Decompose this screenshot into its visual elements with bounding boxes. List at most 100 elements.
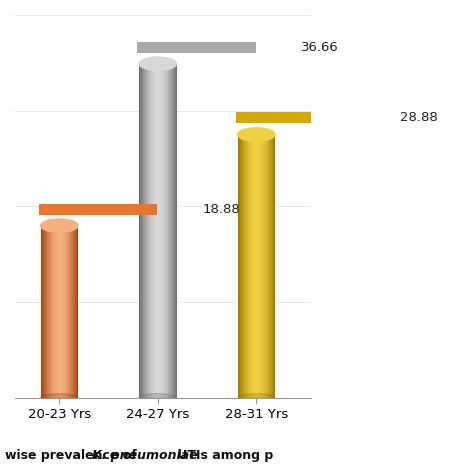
Bar: [49, 226, 50, 398]
Bar: [69, 226, 70, 398]
Bar: [146, 64, 147, 398]
Bar: [246, 135, 247, 398]
Bar: [243, 135, 244, 398]
Bar: [163, 64, 164, 398]
Bar: [168, 64, 169, 398]
Bar: [65, 226, 66, 398]
Bar: [157, 64, 158, 398]
Bar: [150, 64, 151, 398]
Bar: [146, 64, 147, 398]
Bar: [47, 226, 48, 398]
Bar: [150, 64, 151, 398]
Bar: [162, 64, 163, 398]
Bar: [166, 64, 167, 398]
Bar: [57, 226, 58, 398]
Bar: [245, 135, 246, 398]
Bar: [274, 135, 275, 398]
Bar: [42, 226, 43, 398]
Bar: [237, 135, 238, 398]
Bar: [141, 64, 142, 398]
Bar: [170, 64, 171, 398]
Bar: [53, 226, 54, 398]
Bar: [156, 64, 157, 398]
Bar: [44, 226, 45, 398]
Bar: [43, 226, 44, 398]
Bar: [59, 226, 60, 398]
Bar: [263, 135, 264, 398]
Bar: [154, 64, 155, 398]
Bar: [247, 135, 248, 398]
Bar: [247, 135, 248, 398]
Ellipse shape: [139, 393, 176, 401]
Bar: [239, 135, 240, 398]
Bar: [54, 226, 55, 398]
Bar: [265, 135, 266, 398]
Bar: [270, 135, 271, 398]
Bar: [263, 135, 264, 398]
Bar: [271, 135, 272, 398]
Bar: [48, 226, 49, 398]
Text: wise prevalence of: wise prevalence of: [5, 449, 141, 462]
Bar: [241, 135, 242, 398]
Bar: [236, 112, 354, 123]
Bar: [63, 226, 64, 398]
Bar: [50, 226, 51, 398]
Bar: [166, 64, 167, 398]
Bar: [158, 64, 159, 398]
Bar: [267, 135, 268, 398]
Bar: [152, 64, 153, 398]
Bar: [66, 226, 67, 398]
Bar: [250, 135, 251, 398]
Bar: [61, 226, 62, 398]
Bar: [67, 226, 68, 398]
Bar: [142, 64, 143, 398]
Bar: [77, 226, 78, 398]
Bar: [70, 226, 71, 398]
Bar: [259, 135, 260, 398]
Bar: [160, 64, 161, 398]
Bar: [60, 226, 61, 398]
Bar: [68, 226, 69, 398]
Bar: [51, 226, 52, 398]
Bar: [143, 64, 144, 398]
Bar: [240, 135, 241, 398]
Bar: [148, 64, 149, 398]
Bar: [261, 135, 262, 398]
Text: UTIs among p: UTIs among p: [173, 449, 273, 462]
Bar: [73, 226, 74, 398]
Bar: [172, 64, 173, 398]
Bar: [241, 135, 242, 398]
Bar: [248, 135, 249, 398]
Bar: [139, 64, 140, 398]
Text: 18.88: 18.88: [202, 202, 240, 216]
Bar: [244, 135, 245, 398]
Bar: [155, 64, 156, 398]
Bar: [76, 226, 77, 398]
Bar: [272, 135, 273, 398]
Text: 36.66: 36.66: [301, 41, 339, 54]
Bar: [75, 226, 76, 398]
Bar: [251, 135, 252, 398]
Bar: [154, 64, 155, 398]
Bar: [67, 226, 68, 398]
Bar: [152, 64, 153, 398]
Text: K. pneumoniae: K. pneumoniae: [92, 449, 198, 462]
Bar: [145, 64, 146, 398]
Bar: [73, 226, 74, 398]
Bar: [255, 135, 256, 398]
Bar: [165, 64, 166, 398]
Bar: [268, 135, 269, 398]
Bar: [71, 226, 72, 398]
Bar: [271, 135, 272, 398]
Bar: [158, 64, 159, 398]
Bar: [249, 135, 250, 398]
Bar: [173, 64, 174, 398]
Ellipse shape: [237, 393, 275, 401]
Bar: [264, 135, 265, 398]
Bar: [175, 64, 176, 398]
Bar: [238, 135, 239, 398]
Bar: [62, 226, 63, 398]
Bar: [159, 64, 160, 398]
Bar: [260, 135, 261, 398]
Bar: [74, 226, 75, 398]
